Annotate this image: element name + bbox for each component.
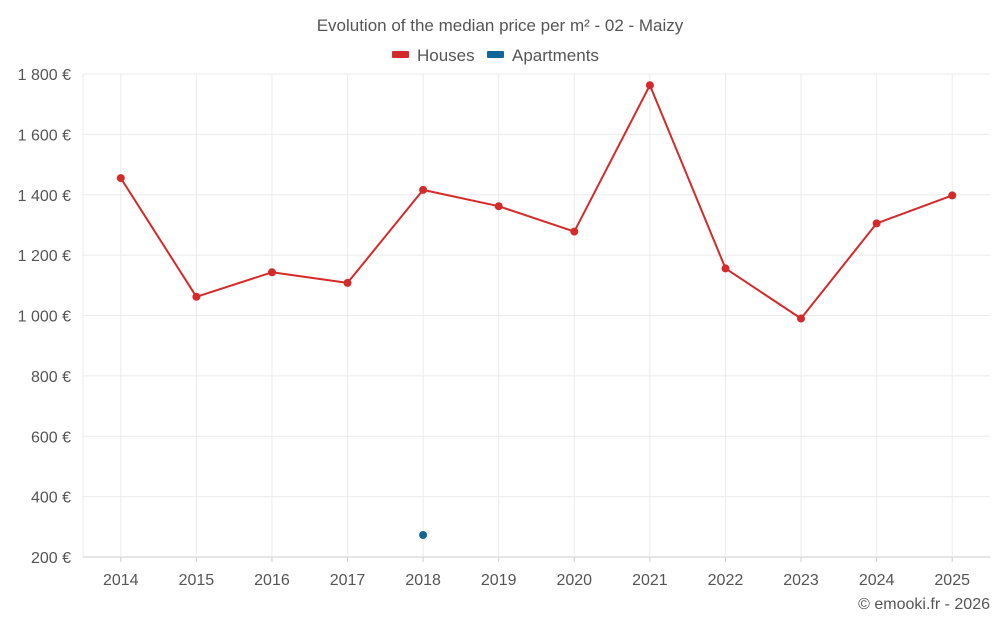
x-tick-label: 2016	[254, 572, 290, 589]
x-tick-label: 2021	[632, 572, 668, 589]
x-tick-label: 2025	[934, 572, 970, 589]
series-line-houses	[119, 84, 953, 320]
data-point-apartments[interactable]	[419, 531, 428, 539]
y-tick-label: 1 400 €	[18, 188, 71, 205]
x-tick-label: 2022	[708, 572, 744, 589]
data-point-houses[interactable]	[721, 264, 730, 273]
data-point-houses[interactable]	[570, 227, 579, 236]
y-tick-label: 1 000 €	[18, 309, 71, 326]
y-tick-label: 1 200 €	[18, 248, 71, 265]
footer-credit: © emooki.fr - 2026	[858, 596, 990, 613]
x-tick-label: 2015	[179, 572, 215, 589]
x-tick-label: 2023	[783, 572, 819, 589]
x-tick-label: 2018	[405, 572, 441, 589]
data-point-houses[interactable]	[419, 185, 428, 194]
data-point-houses[interactable]	[948, 191, 957, 200]
chart-title: Evolution of the median price per m² - 0…	[317, 16, 684, 35]
y-axis: 200 € 400 € 600 € 800 € 1 000 € 1 200 € 1 400 …	[18, 67, 71, 567]
data-point-houses[interactable]	[494, 202, 503, 211]
x-tick-label: 2020	[556, 572, 592, 589]
x-tick-label: 2019	[481, 572, 517, 589]
x-axis: 2014 2015 2016 2017 2018 2019 2020 2021 2022 2023…	[103, 557, 970, 589]
y-tick-label: 200 €	[31, 550, 71, 567]
data-point-houses[interactable]	[343, 278, 352, 287]
legend: Houses Apartments	[392, 46, 599, 65]
x-tick-label: 2017	[330, 572, 366, 589]
y-tick-label: 1 600 €	[18, 127, 71, 144]
x-tick-label: 2014	[103, 572, 139, 589]
x-tick-label: 2024	[859, 572, 895, 589]
data-point-houses[interactable]	[797, 314, 805, 323]
data-point-houses[interactable]	[116, 174, 125, 183]
legend-label-apartments[interactable]: Apartments	[512, 46, 599, 65]
data-point-houses[interactable]	[872, 219, 881, 228]
y-tick-label: 1 800 €	[18, 67, 71, 84]
legend-swatch-apartments	[487, 51, 504, 58]
y-tick-label: 400 €	[31, 490, 71, 507]
data-point-houses[interactable]	[268, 268, 276, 277]
series-layer	[116, 81, 957, 539]
legend-swatch-houses	[392, 51, 409, 58]
y-tick-label: 800 €	[31, 369, 71, 386]
data-point-houses[interactable]	[645, 81, 654, 90]
legend-label-houses[interactable]: Houses	[417, 46, 475, 65]
data-point-houses[interactable]	[192, 292, 201, 301]
y-tick-label: 600 €	[31, 429, 71, 446]
gridlines	[82, 73, 990, 558]
